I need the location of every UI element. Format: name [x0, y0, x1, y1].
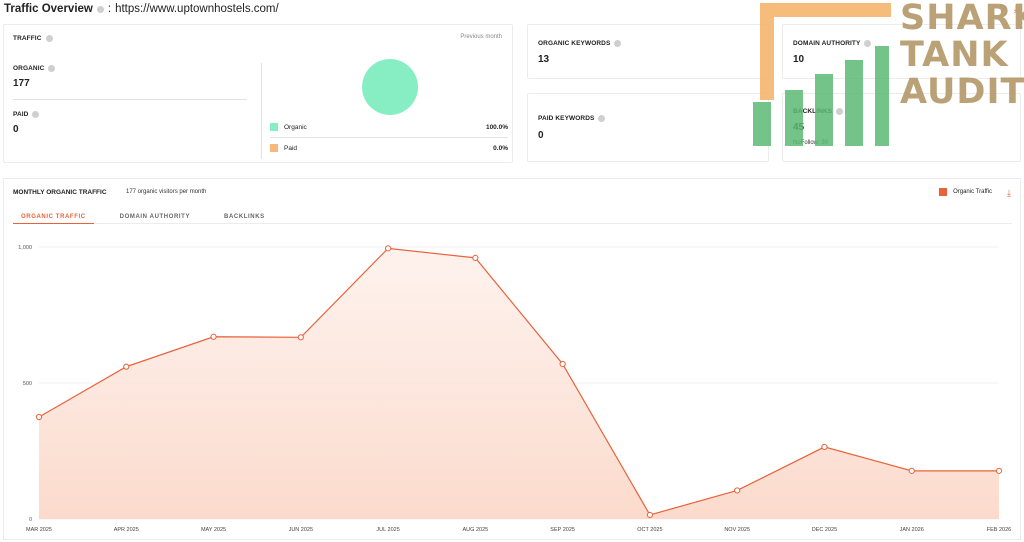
- x-tick-label: JAN 2026: [900, 527, 924, 533]
- x-tick-label: MAR 2025: [26, 527, 52, 533]
- legend-label: Paid: [284, 144, 298, 152]
- data-point[interactable]: [995, 467, 1003, 474]
- x-tick-label: MAY 2025: [201, 527, 226, 533]
- info-icon[interactable]: [96, 5, 104, 13]
- traffic-pie-chart[interactable]: [362, 59, 418, 115]
- data-point[interactable]: [734, 487, 741, 494]
- monthly-subtitle: 177 organic visitors per month: [126, 189, 207, 195]
- organic-label: ORGANIC: [13, 65, 56, 72]
- y-tick-label: 1,000: [18, 245, 32, 251]
- backlinks-card: BACKLINKS 45 NoFollow: 30: [782, 93, 1021, 162]
- data-point[interactable]: [210, 333, 217, 340]
- paid-label: PAID: [13, 111, 40, 118]
- domain-authority-label: DOMAIN AUTHORITY: [793, 40, 872, 47]
- legend-pct: 100.0%: [485, 123, 508, 131]
- data-point[interactable]: [472, 254, 479, 261]
- divider: [13, 99, 247, 100]
- data-point[interactable]: [908, 467, 915, 474]
- x-tick-label: DEC 2025: [812, 527, 837, 533]
- divider: [261, 63, 262, 159]
- x-tick-label: JUL 2025: [376, 527, 399, 533]
- x-tick-label: AUG 2025: [463, 527, 489, 533]
- monthly-traffic-card: 1,000 500 0 MAR 2025 APR 2025 MAY 2025 JUN 202…: [3, 178, 1021, 540]
- legend-organic: Organic 100.0%: [270, 123, 508, 131]
- title-separator: :: [107, 3, 112, 15]
- paid-keywords-label: PAID KEYWORDS: [538, 115, 606, 122]
- info-icon[interactable]: [598, 115, 606, 122]
- backlinks-value: 45: [793, 122, 805, 133]
- y-tick-label: 0: [29, 517, 32, 523]
- x-tick-label: FEB 2026: [987, 527, 1011, 533]
- chart-legend[interactable]: Organic Traffic: [939, 188, 992, 196]
- legend-paid: Paid 0.0%: [270, 144, 508, 152]
- tab-domain-authority[interactable]: DOMAIN AUTHORITY: [119, 214, 191, 220]
- download-icon[interactable]: ⤓: [1007, 188, 1011, 198]
- monthly-title: MONTHLY ORGANIC TRAFFIC: [13, 189, 107, 196]
- info-icon[interactable]: [48, 65, 56, 72]
- period-label: Previous month: [460, 34, 502, 40]
- data-point[interactable]: [123, 363, 130, 370]
- download-icon[interactable]: ⤓: [1013, 4, 1018, 15]
- organic-keywords-label: ORGANIC KEYWORDS: [538, 40, 622, 47]
- data-point[interactable]: [35, 413, 43, 421]
- data-point[interactable]: [297, 334, 304, 341]
- domain-authority-value: 10: [793, 54, 805, 65]
- paid-keywords-card: PAID KEYWORDS 0: [527, 93, 769, 162]
- data-point[interactable]: [646, 511, 654, 519]
- y-tick-label: 500: [23, 381, 32, 387]
- x-tick-label: SEP 2025: [550, 527, 575, 533]
- help-icon[interactable]: ?: [1000, 4, 1006, 15]
- legend-pct: 0.0%: [493, 144, 508, 152]
- x-tick-label: OCT 2025: [637, 527, 662, 533]
- x-tick-label: JUN 2025: [289, 527, 313, 533]
- traffic-card: TRAFFIC ORGANIC 177 PAID 0 Previous mont…: [3, 24, 513, 163]
- organic-traffic-chart: 1,000 500 0 MAR 2025 APR 2025 MAY 2025 JUN 202…: [18, 245, 1011, 533]
- tabs-divider: [13, 223, 1012, 224]
- divider: [270, 137, 508, 138]
- legend-swatch: [939, 188, 948, 196]
- traffic-label: TRAFFIC: [13, 35, 53, 42]
- tab-backlinks[interactable]: BACKLINKS: [224, 214, 265, 220]
- organic-keywords-card: ORGANIC KEYWORDS 13: [527, 24, 769, 79]
- x-tick-label: APR 2025: [114, 527, 139, 533]
- series-line: [38, 247, 999, 516]
- page-header: Traffic Overview : https://www.uptownhos…: [4, 3, 279, 15]
- backlinks-label: BACKLINKS: [793, 108, 844, 115]
- series-area: [39, 248, 999, 520]
- organic-keywords-value: 13: [538, 54, 550, 65]
- tab-organic-traffic[interactable]: ORGANIC TRAFFIC: [13, 214, 94, 224]
- x-tick-label: NOV 2025: [724, 527, 750, 533]
- data-point[interactable]: [821, 443, 828, 451]
- legend-label: Organic Traffic: [953, 189, 992, 195]
- info-icon[interactable]: [614, 40, 622, 47]
- paid-value: 0: [13, 124, 19, 135]
- organic-value: 177: [13, 78, 30, 89]
- header-actions: ? ⤓: [1000, 4, 1018, 15]
- paid-swatch: [270, 144, 278, 152]
- organic-swatch: [270, 123, 278, 131]
- page-title: Traffic Overview: [4, 3, 93, 15]
- legend-label: Organic: [284, 123, 307, 131]
- data-point[interactable]: [384, 245, 392, 252]
- paid-keywords-value: 0: [538, 130, 544, 141]
- data-point[interactable]: [559, 360, 566, 368]
- domain-authority-card: DOMAIN AUTHORITY 10: [782, 24, 1021, 79]
- info-icon[interactable]: [45, 35, 53, 42]
- nofollow-count: NoFollow: 30: [793, 140, 829, 146]
- chart-tabs: ORGANIC TRAFFIC DOMAIN AUTHORITY BACKLIN…: [13, 214, 273, 224]
- info-icon[interactable]: [836, 108, 844, 115]
- site-url: https://www.uptownhostels.com/: [115, 3, 279, 15]
- info-icon[interactable]: [32, 111, 40, 118]
- info-icon[interactable]: [864, 40, 872, 47]
